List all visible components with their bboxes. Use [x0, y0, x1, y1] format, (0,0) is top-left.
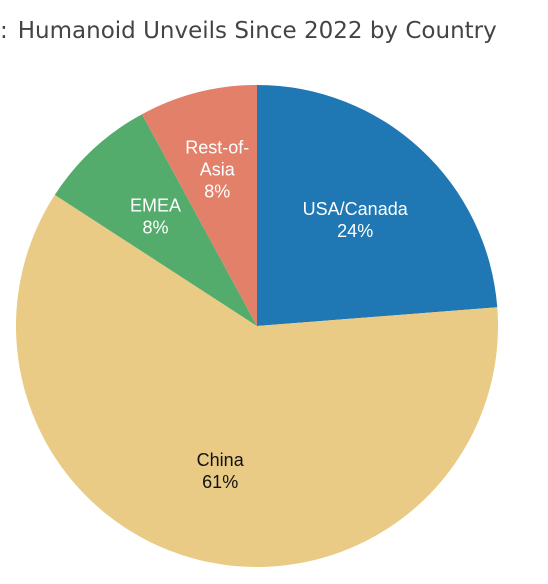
slice-percent: 24%: [337, 221, 373, 241]
slice-name: China: [197, 450, 245, 470]
chart-title: Humanoid Unveils Since 2022 by Country: [17, 18, 497, 44]
slice-name: Rest-of-: [185, 138, 249, 158]
slice-percent: 8%: [143, 217, 169, 237]
pie-slice-usa-canada: [257, 85, 498, 326]
pie-slice-emea: [54, 114, 257, 326]
slice-name: EMEA: [130, 195, 181, 215]
title-prefix: :: [0, 18, 8, 44]
chart-title-row: : Humanoid Unveils Since 2022 by Country: [0, 18, 497, 44]
slice-name: USA/Canada: [303, 199, 409, 219]
slice-percent: 61%: [202, 472, 238, 492]
slice-percent: 8%: [204, 182, 230, 202]
slice-name: Asia: [200, 160, 236, 180]
pie-slice-rest-of-asia: [141, 85, 257, 326]
pie-slice-china: [16, 194, 498, 567]
